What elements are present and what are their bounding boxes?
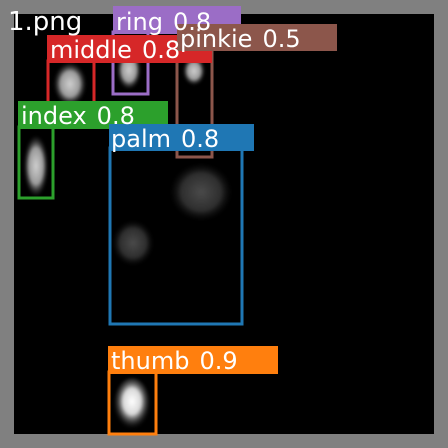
hand-blobs xyxy=(24,51,231,430)
filename-label: 1.png xyxy=(8,7,82,37)
pinkie-label-bg xyxy=(177,24,337,51)
palm-label-bg xyxy=(109,124,254,151)
middle-label: middle 0.8 xyxy=(50,36,180,64)
ring-label: ring 0.8 xyxy=(116,8,211,36)
index-label: index 0.8 xyxy=(21,102,135,130)
thumb-blob xyxy=(114,378,150,430)
thumb-label-bg xyxy=(108,346,278,374)
index-blob xyxy=(24,136,48,196)
label-texts: middle 0.8 ring 0.8 pinkie 0.5 index 0.8 pal… xyxy=(21,8,301,375)
middle-blob xyxy=(54,63,86,105)
thumb-label: thumb 0.9 xyxy=(111,347,238,375)
palm-label: palm 0.8 xyxy=(111,125,219,153)
palm-blob-upper xyxy=(171,164,231,220)
label-backgrounds xyxy=(18,6,337,374)
pinkie-label: pinkie 0.5 xyxy=(180,25,301,53)
pinkie-blob xyxy=(183,57,205,85)
palm-blob-lower xyxy=(113,221,153,265)
